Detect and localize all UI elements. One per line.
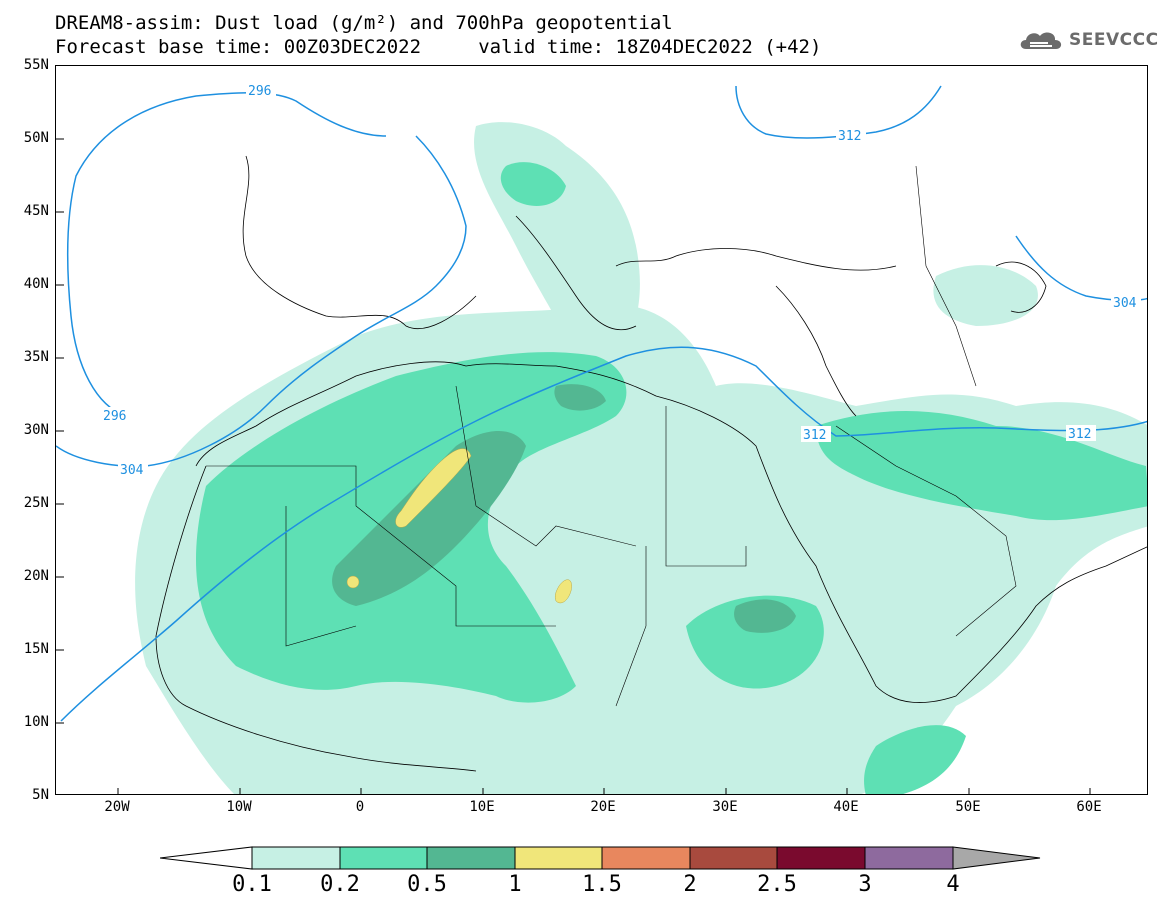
- colorbar-segment: [160, 846, 253, 870]
- lat-label: 10N: [23, 714, 49, 730]
- colorbar-label: 2: [683, 872, 697, 897]
- geopotential-contour-labels: 296 296 304 312 312 312 304: [101, 82, 1141, 478]
- contour-label: 312: [803, 428, 826, 443]
- brand-logo: SEEVCCC: [1018, 27, 1159, 53]
- contour-label: 312: [838, 129, 861, 144]
- contour-label: 296: [248, 84, 271, 99]
- cloud-logo-icon: [1020, 32, 1062, 49]
- colorbar-segment: [514, 846, 603, 870]
- colorbar-segment: [952, 846, 1041, 870]
- colorbar-label: 2.5: [757, 872, 797, 897]
- colorbar-segment: [251, 846, 341, 870]
- colorbar: [160, 846, 1041, 870]
- brand-name: SEEVCCC: [1069, 30, 1159, 50]
- lon-label: 50E: [955, 799, 981, 815]
- lon-label: 10W: [226, 799, 252, 815]
- colorbar-label: 1.5: [582, 872, 622, 897]
- lat-label: 5N: [32, 787, 49, 803]
- colorbar-segment: [339, 846, 428, 870]
- lon-label: 40E: [833, 799, 859, 815]
- lat-label: 20N: [23, 568, 49, 584]
- colorbar-label: 0.5: [407, 872, 447, 897]
- colorbar-segment: [864, 846, 954, 870]
- coastlines: [155, 155, 1147, 772]
- lon-label: 30E: [712, 799, 738, 815]
- map-title: DREAM8-assim: Dust load (g/m²) and 700hP…: [55, 12, 673, 34]
- colorbar-label: 0.2: [320, 872, 360, 897]
- contour-label: 312: [1068, 427, 1091, 442]
- dust-layer-dark: [332, 384, 796, 633]
- colorbar-label: 3: [858, 872, 872, 897]
- contour-label: 304: [120, 463, 144, 478]
- map-panel: 296 296 304 312 312 312 304: [55, 65, 1148, 795]
- lon-label: 10E: [469, 799, 495, 815]
- colorbar-label: 0.1: [232, 872, 272, 897]
- lon-label: 0: [355, 799, 365, 815]
- dust-layer-peak: [346, 448, 572, 604]
- contour-label: 296: [103, 409, 126, 424]
- lon-label: 20W: [104, 799, 130, 815]
- lat-label: 55N: [23, 57, 49, 73]
- contour-label: 304: [1113, 296, 1137, 311]
- lat-label: 50N: [23, 130, 49, 146]
- map-ticks: [56, 138, 1091, 794]
- map-subtitle-times: Forecast base time: 00Z03DEC2022 valid t…: [55, 36, 822, 58]
- lon-label: 20E: [590, 799, 616, 815]
- lon-label: 60E: [1076, 799, 1102, 815]
- colorbar-segment: [601, 846, 691, 870]
- political-borders: [206, 165, 1017, 707]
- lat-label: 30N: [23, 422, 49, 438]
- lat-label: 45N: [23, 203, 49, 219]
- colorbar-segment: [426, 846, 516, 870]
- colorbar-segment: [689, 846, 778, 870]
- colorbar-segment: [776, 846, 866, 870]
- lat-label: 35N: [23, 349, 49, 365]
- lat-label: 25N: [23, 495, 49, 511]
- dust-map: 296 296 304 312 312 312 304: [56, 82, 1147, 794]
- colorbar-label: 1: [508, 872, 522, 897]
- colorbar-label: 4: [946, 872, 960, 897]
- lat-label: 40N: [23, 276, 49, 292]
- lat-label: 15N: [23, 641, 49, 657]
